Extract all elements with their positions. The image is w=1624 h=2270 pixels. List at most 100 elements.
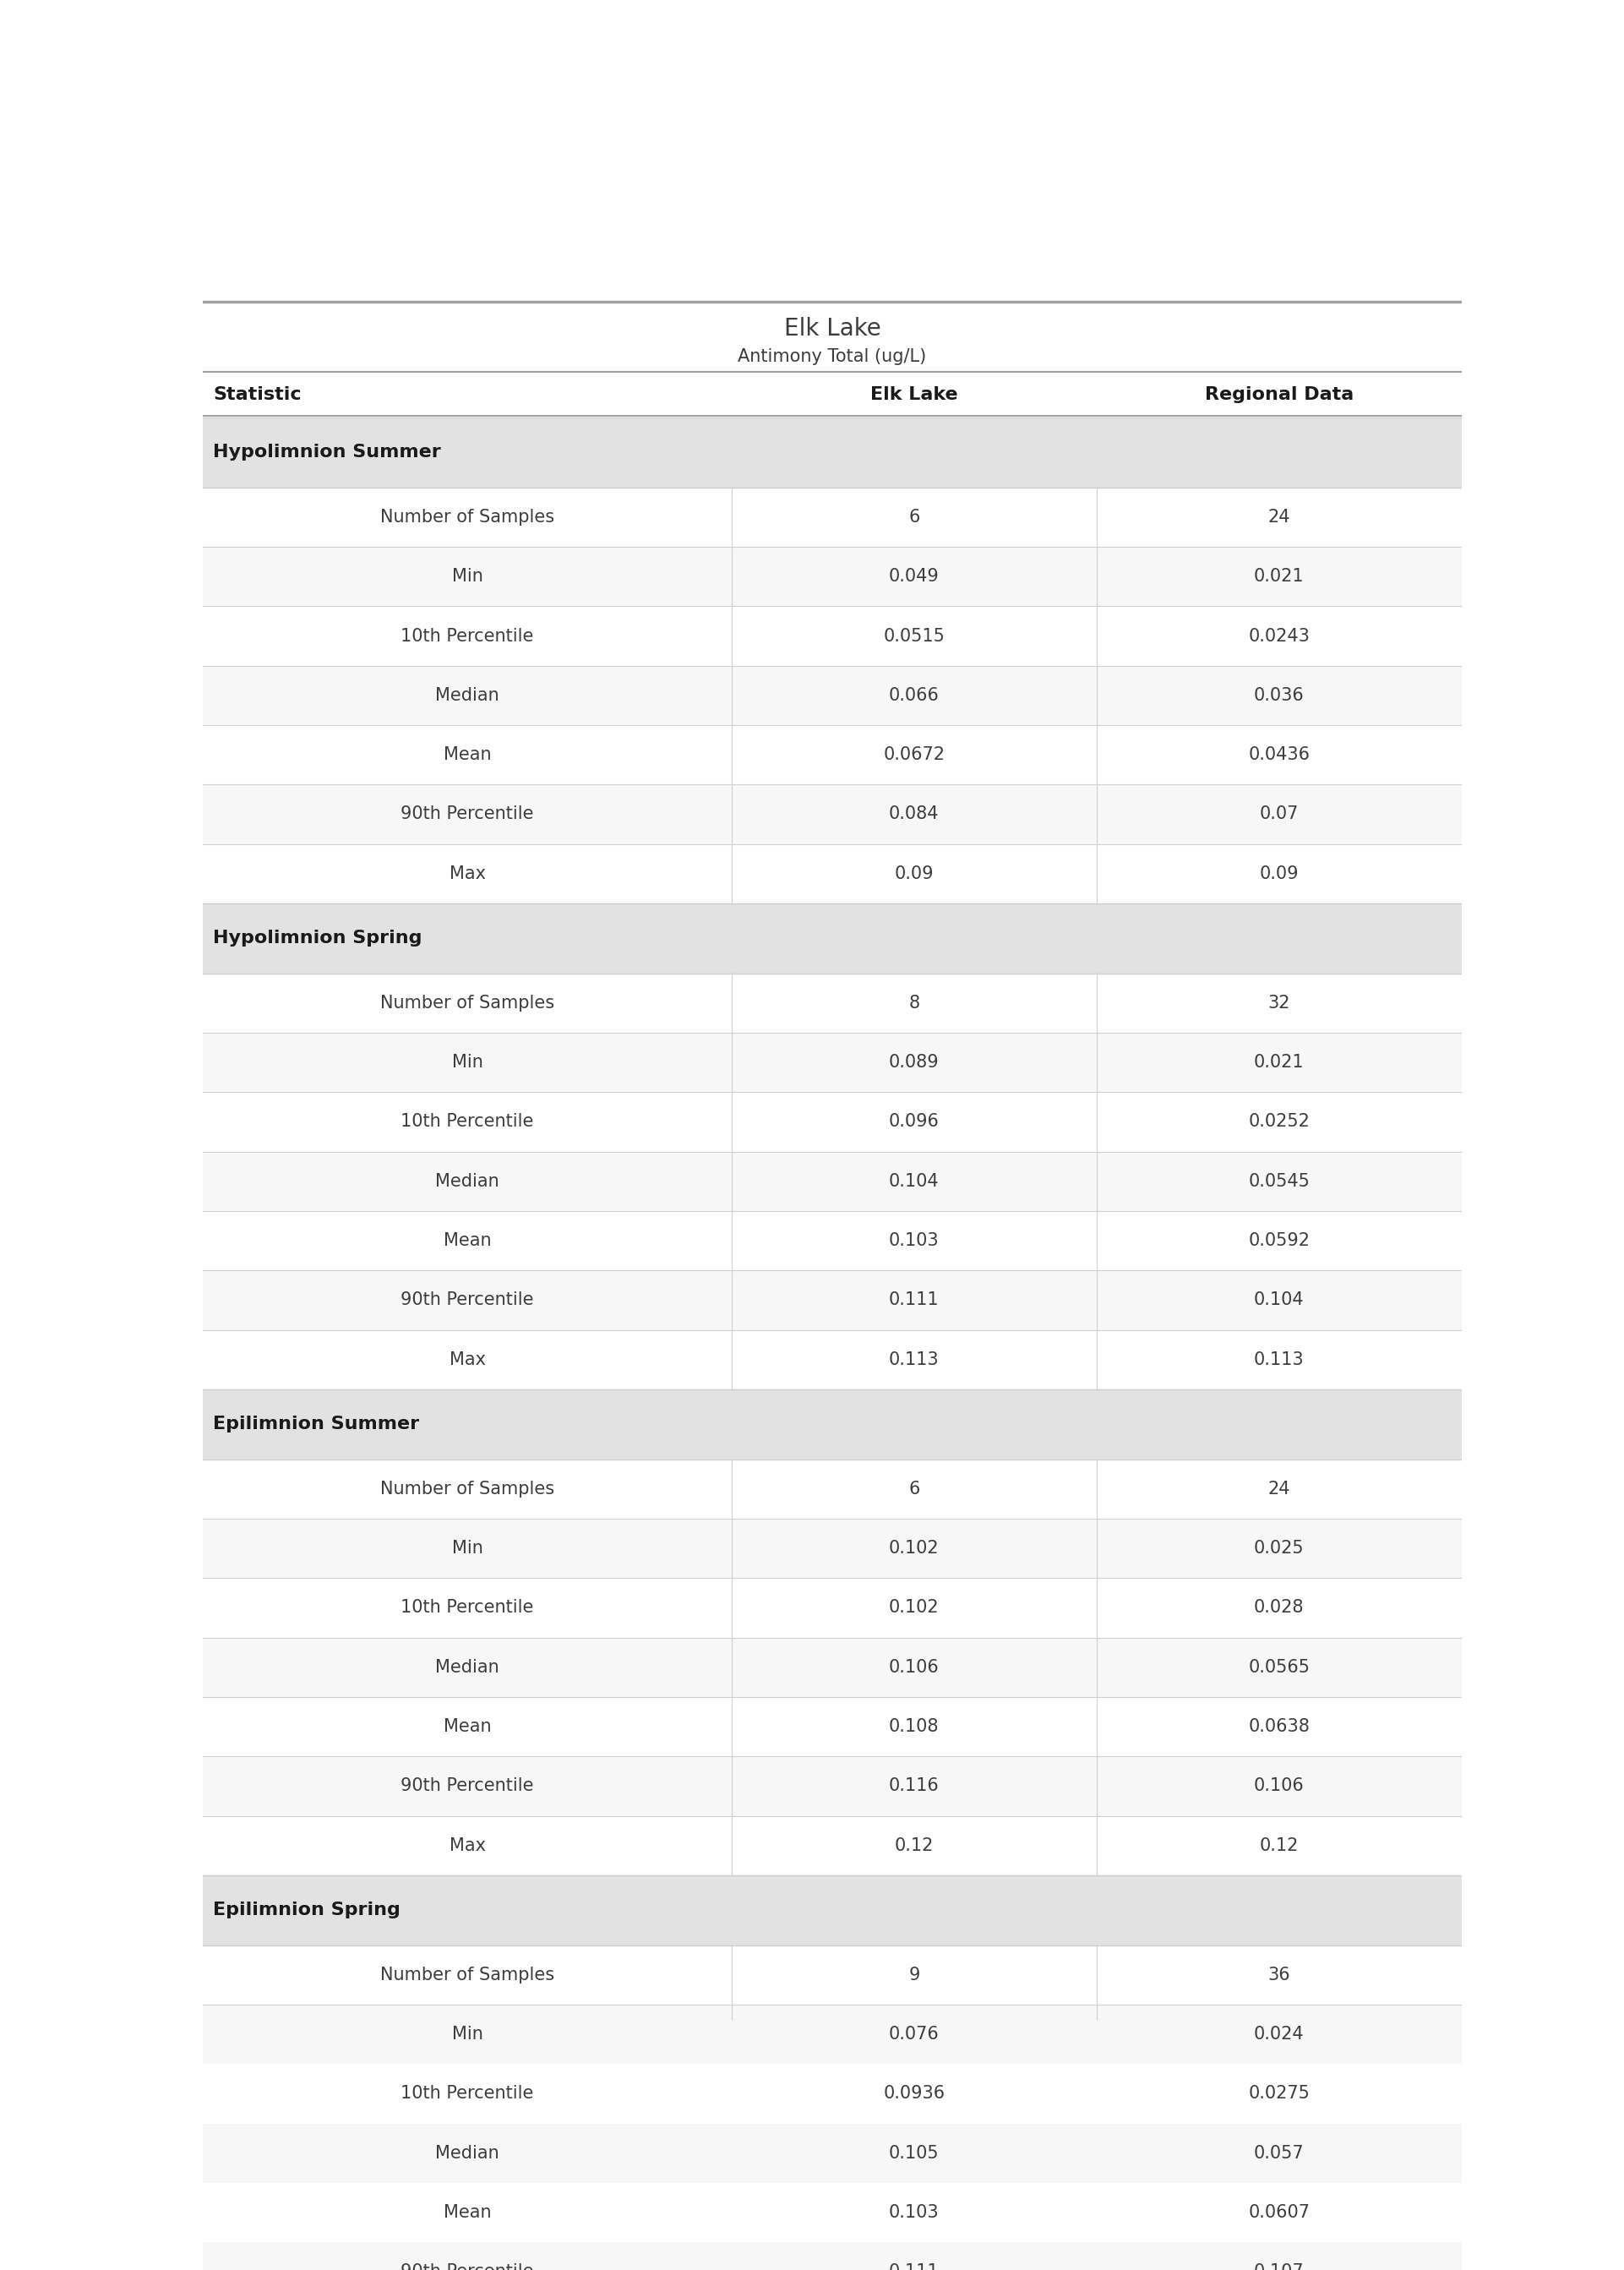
Text: Median: Median [435,2145,499,2161]
Bar [203,665,1462,724]
Text: Number of Samples: Number of Samples [380,508,554,527]
Text: Number of Samples: Number of Samples [380,1966,554,1984]
Text: Median: Median [435,1174,499,1189]
Text: Mean: Mean [443,2204,490,2220]
Text: 32: 32 [1268,994,1291,1012]
Bar [203,2122,1462,2184]
Text: 0.106: 0.106 [1254,1777,1304,1796]
Text: Epilimnion Summer: Epilimnion Summer [213,1416,419,1432]
Bar [203,2004,1462,2063]
Text: 0.0607: 0.0607 [1249,2204,1311,2220]
Text: Max: Max [450,865,486,883]
Text: 0.113: 0.113 [1254,1351,1304,1369]
Bar [203,488,1462,547]
Bar [203,1389,1462,1460]
Text: 0.107: 0.107 [1254,2263,1304,2270]
Text: 0.057: 0.057 [1254,2145,1304,2161]
Text: 24: 24 [1268,508,1291,527]
Text: Number of Samples: Number of Samples [380,994,554,1012]
Bar [203,2243,1462,2270]
Text: 0.108: 0.108 [888,1718,939,1734]
Text: Elk Lake: Elk Lake [784,316,880,340]
Bar [203,1460,1462,1519]
Bar [203,606,1462,665]
Bar [203,1151,1462,1210]
Bar [203,418,1462,488]
Bar [203,1945,1462,2004]
Text: 0.089: 0.089 [888,1053,939,1071]
Text: Min: Min [451,1539,482,1557]
Text: 0.106: 0.106 [888,1659,939,1675]
Bar [203,1637,1462,1698]
Bar [203,724,1462,785]
Text: 9: 9 [908,1966,919,1984]
Text: Epilimnion Spring: Epilimnion Spring [213,1902,401,1918]
Text: Antimony Total (ug/L): Antimony Total (ug/L) [737,347,927,365]
Text: Elk Lake: Elk Lake [870,386,958,404]
Text: 0.0252: 0.0252 [1249,1112,1311,1130]
Text: 0.103: 0.103 [888,1233,939,1248]
Text: 0.07: 0.07 [1260,806,1299,822]
Text: Max: Max [450,1836,486,1855]
Text: 0.0515: 0.0515 [883,627,945,645]
Bar [203,1875,1462,1945]
Bar [203,1757,1462,1816]
Text: 0.103: 0.103 [888,2204,939,2220]
Text: 90th Percentile: 90th Percentile [401,1777,534,1796]
Text: 0.102: 0.102 [888,1600,939,1616]
Text: Median: Median [435,688,499,704]
Text: 36: 36 [1268,1966,1291,1984]
Bar [203,1519,1462,1578]
Bar [203,974,1462,1033]
Text: 0.12: 0.12 [1260,1836,1299,1855]
Text: Hypolimnion Summer: Hypolimnion Summer [213,445,442,461]
Text: 0.0545: 0.0545 [1249,1174,1311,1189]
Text: 8: 8 [908,994,919,1012]
Text: Regional Data: Regional Data [1205,386,1353,404]
Text: 0.049: 0.049 [888,568,939,586]
Text: Mean: Mean [443,1718,490,1734]
Text: Min: Min [451,2025,482,2043]
Text: 90th Percentile: 90th Percentile [401,1292,534,1308]
Text: 0.0565: 0.0565 [1249,1659,1311,1675]
Text: 0.12: 0.12 [895,1836,934,1855]
Text: 10th Percentile: 10th Percentile [401,2086,534,2102]
Text: 0.084: 0.084 [888,806,939,822]
Text: 0.0638: 0.0638 [1249,1718,1311,1734]
Text: Number of Samples: Number of Samples [380,1480,554,1498]
Text: 6: 6 [908,508,919,527]
Text: 0.09: 0.09 [1260,865,1299,883]
Bar [203,547,1462,606]
Text: 0.0436: 0.0436 [1249,747,1311,763]
Bar [203,903,1462,974]
Text: 0.104: 0.104 [888,1174,939,1189]
Text: 10th Percentile: 10th Percentile [401,1112,534,1130]
Bar [203,844,1462,903]
Text: Max: Max [450,1351,486,1369]
Text: 0.096: 0.096 [888,1112,939,1130]
Bar [203,1330,1462,1389]
Text: 90th Percentile: 90th Percentile [401,806,534,822]
Text: 0.025: 0.025 [1254,1539,1304,1557]
Text: 0.036: 0.036 [1254,688,1304,704]
Text: 0.116: 0.116 [888,1777,939,1796]
Text: 0.111: 0.111 [888,2263,939,2270]
Text: Hypolimnion Spring: Hypolimnion Spring [213,931,422,947]
Text: 6: 6 [908,1480,919,1498]
Text: 24: 24 [1268,1480,1291,1498]
Text: Statistic: Statistic [213,386,302,404]
Bar [203,1210,1462,1271]
Text: 0.021: 0.021 [1254,1053,1304,1071]
Text: 0.024: 0.024 [1254,2025,1304,2043]
Bar [203,2184,1462,2243]
Text: 0.104: 0.104 [1254,1292,1304,1308]
Text: Min: Min [451,1053,482,1071]
Text: Mean: Mean [443,1233,490,1248]
Bar [203,1816,1462,1875]
Bar [203,2063,1462,2122]
Text: 0.0592: 0.0592 [1249,1233,1311,1248]
Bar [203,1271,1462,1330]
Text: 0.102: 0.102 [888,1539,939,1557]
Bar [203,1578,1462,1637]
Bar [203,1698,1462,1757]
